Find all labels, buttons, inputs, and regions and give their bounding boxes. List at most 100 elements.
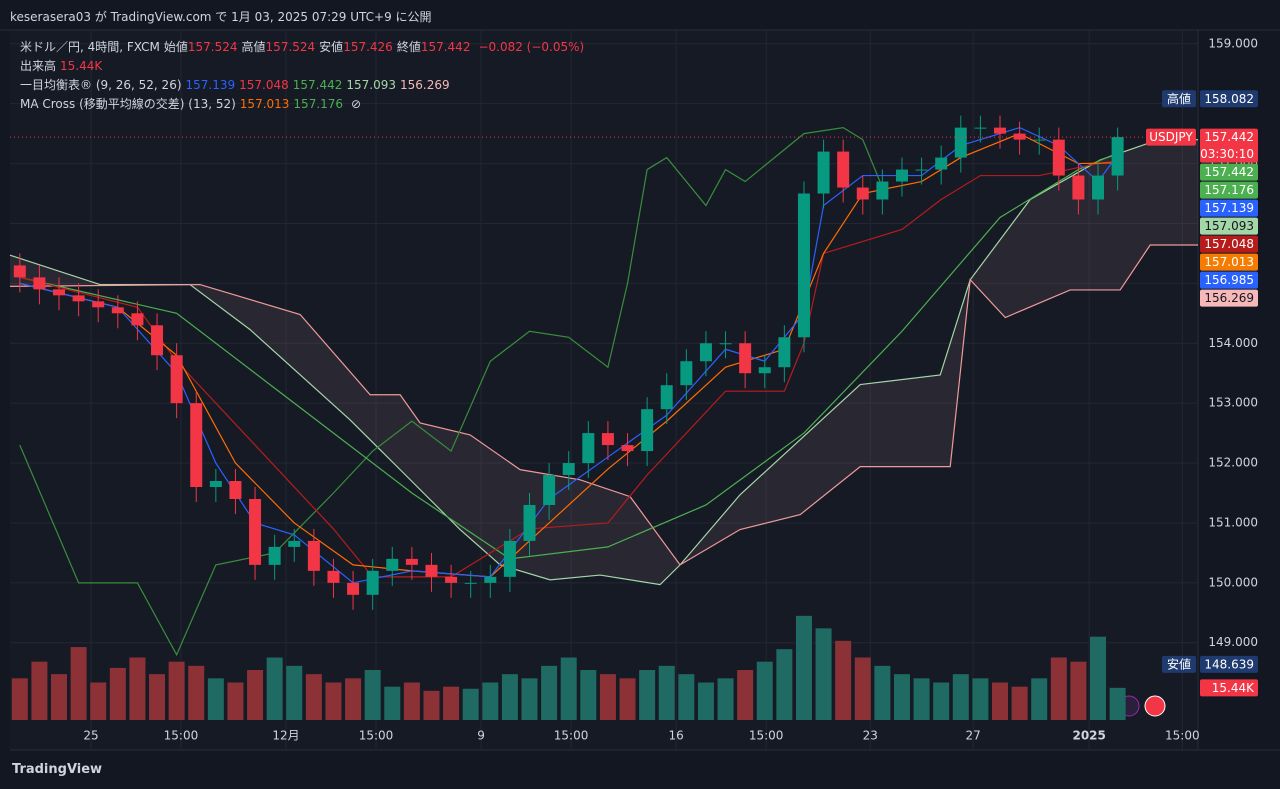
flag-icon[interactable] bbox=[1144, 695, 1166, 717]
price-badge bbox=[1200, 235, 1258, 253]
candle-body bbox=[327, 570, 340, 583]
indicator-line bbox=[19, 152, 1118, 560]
ohlc-label: 始値 bbox=[163, 40, 188, 54]
volume-bar bbox=[737, 670, 754, 720]
candle-body bbox=[405, 558, 418, 565]
candle-body bbox=[582, 433, 595, 464]
candle-body bbox=[445, 576, 458, 583]
volume-bar bbox=[227, 682, 244, 720]
candle-body bbox=[151, 325, 164, 356]
volume-bar bbox=[247, 670, 264, 720]
volume-bar bbox=[1090, 636, 1107, 720]
candle-body bbox=[464, 582, 477, 584]
volume-bar bbox=[403, 682, 420, 720]
candle-body bbox=[876, 181, 889, 200]
volume-bar bbox=[560, 657, 577, 720]
candle-body bbox=[758, 367, 771, 374]
x-tick-label: 2025 bbox=[1072, 729, 1105, 743]
volume-bar bbox=[1050, 657, 1067, 720]
legend-row: MA Cross (移動平均線の交差) (13, 52) 157.013 157.1… bbox=[20, 95, 588, 114]
candle-body bbox=[111, 307, 124, 314]
candle-body bbox=[954, 127, 967, 158]
ohlc-value: 157.524 bbox=[265, 40, 316, 54]
candle-body bbox=[562, 463, 575, 476]
candle-body bbox=[856, 187, 869, 200]
candle-body bbox=[778, 337, 791, 368]
volume-bar bbox=[149, 674, 166, 720]
y-tick-label: 151.000 bbox=[1208, 515, 1258, 529]
price-badge-name: 高値 bbox=[1167, 91, 1191, 106]
brand: TradingView bbox=[12, 762, 103, 777]
price-badge-name-box bbox=[1162, 655, 1196, 673]
volume-bar bbox=[70, 647, 87, 720]
volume-bar bbox=[697, 682, 714, 720]
candle-body bbox=[386, 558, 399, 571]
volume-bar bbox=[521, 678, 538, 720]
volume-bar bbox=[952, 674, 969, 720]
candle-body bbox=[641, 409, 654, 452]
volume-value: 15.44K bbox=[60, 59, 103, 73]
volume-bar bbox=[207, 678, 224, 720]
x-tick-label: 15:00 bbox=[1165, 729, 1200, 743]
volume-bar bbox=[776, 649, 793, 720]
volume-bar bbox=[384, 686, 401, 720]
ma-icon[interactable]: ⊘ bbox=[351, 97, 362, 111]
volume-bar bbox=[286, 665, 303, 720]
price-badge-value: 157.176 bbox=[1204, 183, 1254, 197]
price-badge bbox=[1200, 271, 1258, 289]
volume-bar bbox=[893, 674, 910, 720]
candle-body bbox=[994, 127, 1006, 134]
price-badge-value: 148.639 bbox=[1204, 657, 1254, 671]
legend-row: 出来高 15.44K bbox=[20, 57, 588, 76]
volume-bar bbox=[658, 665, 675, 720]
volume-bar bbox=[443, 686, 460, 720]
candle-body bbox=[797, 193, 810, 338]
volume-bar bbox=[854, 657, 871, 720]
ichimoku-value: 157.093 bbox=[346, 78, 397, 92]
senkou-b-line bbox=[9, 244, 1198, 566]
candle-body bbox=[366, 570, 379, 595]
volume-bar bbox=[423, 690, 440, 720]
x-tick-label: 9 bbox=[477, 729, 485, 743]
x-tick-label: 16 bbox=[669, 729, 684, 743]
ma-value: 157.013 bbox=[239, 97, 290, 111]
volume-bar bbox=[345, 678, 362, 720]
y-tick-label: 153.000 bbox=[1208, 396, 1258, 410]
price-badge bbox=[1200, 289, 1258, 307]
candle-body bbox=[131, 313, 144, 326]
price-badge-name: USDJPY bbox=[1149, 130, 1193, 144]
price-badge-value: 157.093 bbox=[1204, 219, 1254, 233]
y-tick-label: 154.000 bbox=[1208, 336, 1258, 350]
candle-body bbox=[739, 343, 752, 374]
price-badge-countdown: 03:30:10 bbox=[1200, 147, 1254, 161]
x-tick-label: 25 bbox=[83, 729, 98, 743]
candle-body bbox=[307, 540, 320, 571]
candle-body bbox=[249, 498, 262, 565]
price-badge bbox=[1200, 163, 1258, 181]
ichimoku-value: 157.442 bbox=[292, 78, 343, 92]
candle-body bbox=[699, 343, 712, 362]
candle-body bbox=[170, 355, 183, 404]
candle-body bbox=[895, 169, 908, 182]
volume-bar bbox=[972, 678, 989, 720]
price-badge-value: 157.442 bbox=[1204, 165, 1254, 179]
candle-body bbox=[680, 361, 693, 386]
price-badge bbox=[1200, 253, 1258, 271]
candle-body bbox=[288, 540, 301, 547]
candle-body bbox=[13, 265, 26, 278]
layers: 159.000158.000157.000156.000155.000154.0… bbox=[9, 30, 1258, 750]
senkou-a-line bbox=[9, 139, 1199, 586]
price-badge-value: 158.082 bbox=[1204, 92, 1254, 106]
volume-bar bbox=[580, 670, 597, 720]
x-tick-label: 15:00 bbox=[554, 729, 589, 743]
ichimoku-value: 157.048 bbox=[239, 78, 289, 92]
indicator-line bbox=[19, 160, 1118, 578]
volume-bar bbox=[305, 674, 322, 720]
y-tick-label: 149.000 bbox=[1208, 635, 1258, 649]
price-badge-value: 157.139 bbox=[1204, 201, 1254, 215]
symbol: 米ドル／円, 4時間, FXCM bbox=[20, 40, 160, 54]
volume-bar bbox=[11, 678, 28, 720]
volume-bar bbox=[31, 661, 48, 720]
volume-bar bbox=[1070, 661, 1087, 720]
